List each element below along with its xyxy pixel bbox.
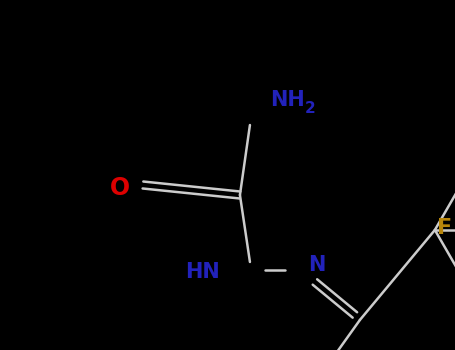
- Text: 2: 2: [305, 100, 316, 116]
- Text: HN: HN: [185, 262, 220, 282]
- Text: NH: NH: [270, 90, 305, 110]
- Text: N: N: [308, 255, 325, 275]
- Text: F: F: [437, 218, 452, 238]
- Text: O: O: [110, 176, 130, 200]
